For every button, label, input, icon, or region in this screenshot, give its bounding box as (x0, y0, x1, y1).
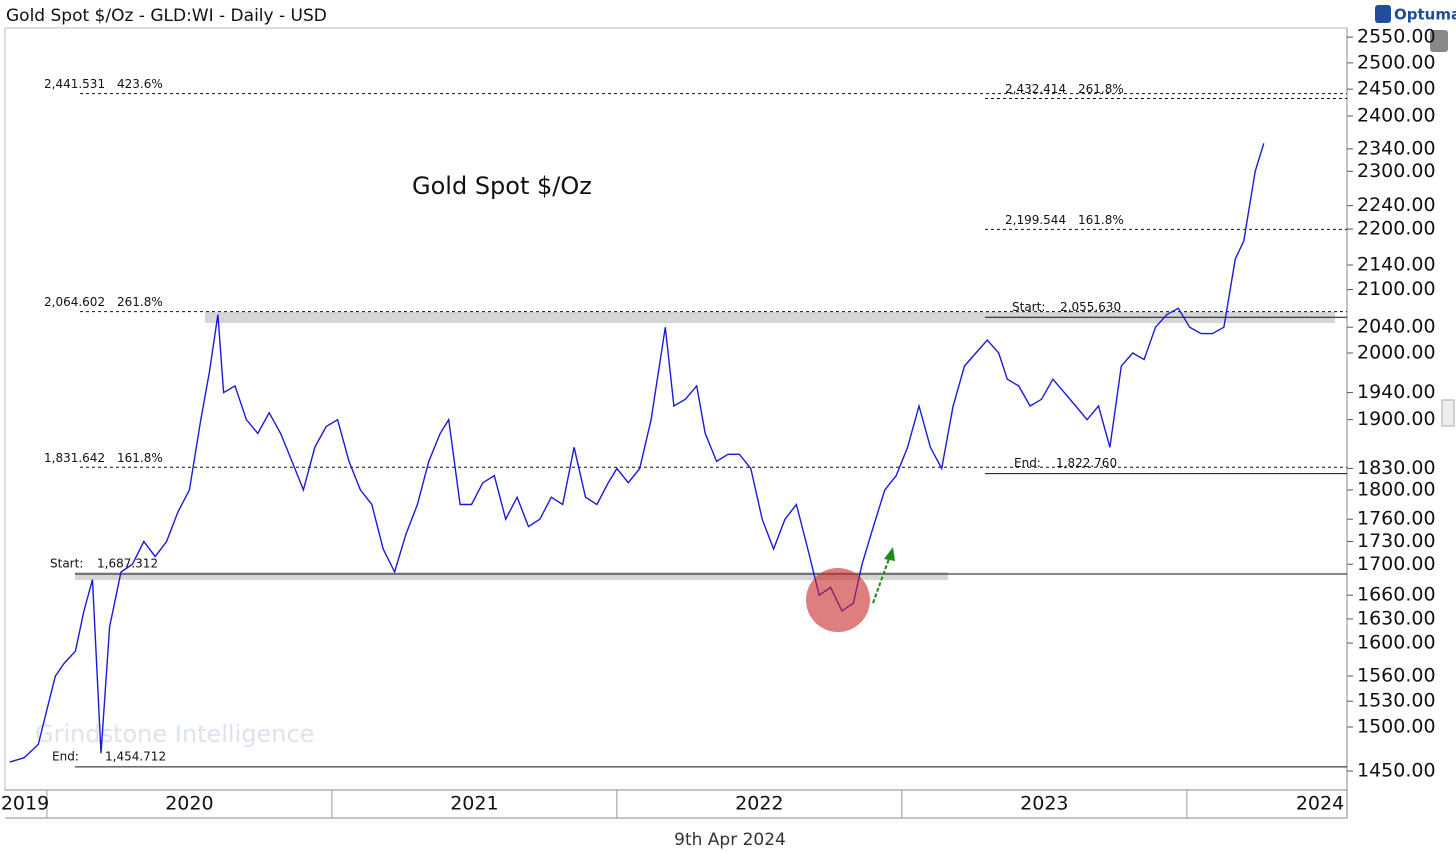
fib-tag: End: (52, 749, 79, 763)
chart-header: Gold Spot $/Oz - GLD:WI - Daily - USD (6, 6, 327, 26)
x-tick-label: 2024 (1296, 793, 1344, 815)
y-tick-label: 1560.00 (1357, 664, 1436, 686)
y-tick-label: 2200.00 (1357, 218, 1436, 240)
y-tick-label: 1700.00 (1357, 553, 1436, 575)
arrow-head (884, 547, 895, 561)
lock-icon[interactable] (1430, 30, 1448, 52)
x-tick-label: 2020 (165, 793, 213, 815)
chart-title: Gold Spot $/Oz (412, 172, 592, 200)
y-tick-label: 1500.00 (1357, 715, 1436, 737)
y-tick-label: 1940.00 (1357, 381, 1436, 403)
y-tick-label: 1800.00 (1357, 478, 1436, 500)
fib-ratio: 261.8% (117, 295, 163, 309)
fib-tag: End: (1014, 456, 1041, 470)
y-tick-label: 2100.00 (1357, 278, 1436, 300)
resistance-zone (205, 312, 1335, 323)
fib-ratio: 161.8% (1078, 213, 1124, 227)
logo: Optuma (1394, 6, 1456, 24)
y-tick-label: 1630.00 (1357, 607, 1436, 629)
y-tick-label: 1530.00 (1357, 690, 1436, 712)
support-zone (75, 572, 948, 580)
price-line (9, 143, 1265, 763)
fib-ratio: 161.8% (117, 451, 163, 465)
y-tick-label: 1660.00 (1357, 584, 1436, 606)
y-tick-label: 1900.00 (1357, 408, 1436, 430)
logo-icon (1375, 5, 1391, 23)
fib-value: 2,064.602 (44, 295, 105, 309)
y-tick-label: 1830.00 (1357, 457, 1436, 479)
y-tick-label: 2400.00 (1357, 104, 1436, 126)
y-tick-label: 2240.00 (1357, 194, 1436, 216)
x-tick-label: 2021 (450, 793, 498, 815)
fib-ratio: 261.8% (1078, 82, 1124, 96)
y-tick-label: 2550.00 (1357, 26, 1436, 48)
x-tick-label: 2019 (1, 793, 49, 815)
x-tick-label: 2022 (735, 793, 783, 815)
y-tick-label: 2140.00 (1357, 254, 1436, 276)
date-label: 9th Apr 2024 (674, 830, 786, 850)
y-tick-label: 2500.00 (1357, 51, 1436, 73)
y-tick-label: 1600.00 (1357, 632, 1436, 654)
y-tick-label: 1450.00 (1357, 760, 1436, 782)
y-tick-label: 2040.00 (1357, 316, 1436, 338)
fib-value: 2,441.531 (44, 77, 105, 91)
fib-value: 1,687.312 (97, 556, 158, 570)
y-tick-label: 2300.00 (1357, 160, 1436, 182)
y-tick-label: 1760.00 (1357, 508, 1436, 530)
y-tick-label: 1730.00 (1357, 530, 1436, 552)
y-tick-label: 2340.00 (1357, 137, 1436, 159)
x-tick-label: 2023 (1020, 793, 1068, 815)
panel-toggle[interactable] (1441, 399, 1455, 427)
fib-value: 2,432.414 (1005, 82, 1066, 96)
arrow-shaft (872, 555, 891, 604)
fib-value: 1,831.642 (44, 451, 105, 465)
y-tick-label: 2450.00 (1357, 78, 1436, 100)
watermark: Grindstone Intelligence (35, 720, 314, 748)
y-tick-label: 2000.00 (1357, 341, 1436, 363)
highlight-circle (806, 568, 870, 632)
fib-value: 2,199.544 (1005, 213, 1066, 227)
fib-value: 1,454.712 (105, 749, 166, 763)
fib-tag: Start: (50, 556, 83, 570)
fib-value: 1,822.760 (1056, 456, 1117, 470)
fib-tag: Start: (1012, 300, 1045, 314)
fib-value: 2,055.630 (1060, 300, 1121, 314)
fib-ratio: 423.6% (117, 77, 163, 91)
